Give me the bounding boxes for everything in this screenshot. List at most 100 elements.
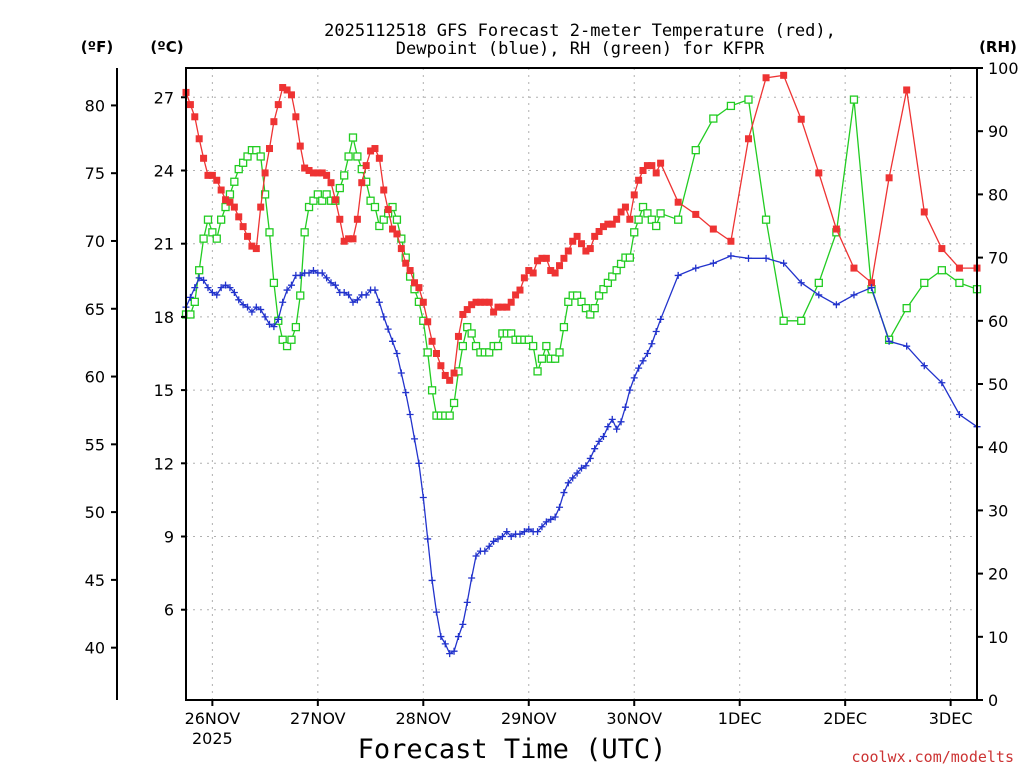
rh-point [230, 177, 239, 186]
dewpoint-point [340, 288, 348, 296]
celsius-tick-label: 18 [154, 308, 174, 327]
dewpoint-point [850, 291, 858, 299]
rh-point [260, 190, 270, 199]
rh-point [555, 348, 564, 357]
dewpoint-point [239, 301, 247, 309]
temperature-point [371, 145, 379, 153]
dewpoint-point [411, 435, 419, 443]
temperature-point [613, 215, 621, 223]
temperature-point [301, 164, 309, 172]
temperature-point [626, 215, 634, 223]
temperature-point [591, 232, 599, 240]
temperature-point [213, 176, 221, 184]
dewpoint-point [494, 535, 502, 543]
temperature-point [248, 242, 256, 250]
temperature-point [279, 84, 287, 92]
temperature-point [657, 159, 665, 167]
temperature-point [556, 262, 564, 270]
dewpoint-point [415, 459, 423, 467]
rh-point [564, 297, 573, 306]
rh-point [243, 152, 252, 161]
dewpoint-point [626, 386, 634, 394]
dewpoint-point [208, 288, 216, 296]
rh-point [217, 215, 226, 224]
dewpoint-point [226, 284, 234, 292]
temperature-point [415, 284, 423, 292]
temperature-point [200, 154, 208, 162]
rh-point [203, 215, 213, 224]
temperature-point [468, 301, 476, 309]
grid-lines [186, 68, 977, 700]
temperature-point [476, 298, 484, 306]
temperature-point [419, 298, 427, 306]
dewpoint-point [468, 574, 476, 582]
rh-point [572, 291, 582, 300]
rh-point [594, 291, 604, 300]
rh-point [577, 297, 586, 306]
temperature-point [450, 369, 458, 377]
rh-point [238, 158, 248, 167]
dewpoint-point [547, 515, 555, 523]
dewpoint-point [692, 264, 700, 272]
temperature-point [551, 269, 559, 277]
temperature-point [292, 113, 300, 121]
rh-point [586, 310, 595, 319]
dewpoint-point [362, 291, 370, 299]
dewpoint-point [762, 254, 770, 262]
temperature-point [217, 186, 225, 194]
rh-point [190, 297, 199, 306]
rh-point [195, 266, 204, 275]
dewpoint-point [450, 647, 458, 655]
temperature-point [270, 118, 278, 126]
dewpoint-point [274, 315, 282, 323]
dewpoint-point [309, 267, 317, 275]
temperature-point [283, 86, 291, 94]
temperature-point [648, 162, 656, 170]
temperature-point [441, 371, 449, 379]
dewpoint-point [257, 306, 265, 314]
dewpoint-point [885, 337, 893, 345]
rh-point [322, 190, 331, 199]
dewpoint-point [191, 284, 199, 292]
temperature-point [780, 71, 788, 79]
rh-point [366, 196, 375, 205]
temperature-point [380, 186, 388, 194]
temperature-point [481, 298, 489, 306]
rh-point [370, 202, 380, 212]
rh-point [348, 133, 358, 142]
dewpoint-point [520, 528, 528, 536]
dewpoint-point [815, 291, 823, 299]
rh-point [340, 171, 349, 180]
rh-point [647, 215, 656, 224]
temperature-point [384, 206, 392, 214]
dewpoint-point [244, 303, 252, 311]
dewpoint-point [556, 503, 564, 511]
chart-title-line-1: 2025112518 GFS Forecast 2-meter Temperat… [324, 21, 836, 41]
dewpoint-point [305, 269, 313, 277]
celsius-tick-label: 27 [154, 88, 174, 107]
celsius-tick-label: 15 [154, 381, 174, 400]
rh-point [559, 322, 569, 332]
temperature-point [362, 162, 370, 170]
rh-point [656, 209, 665, 218]
temperature-point [252, 245, 260, 253]
temperature-point [323, 171, 331, 179]
temperature-point [744, 135, 752, 143]
temperature-point [222, 196, 230, 204]
dewpoint-point [380, 313, 388, 321]
rh-point [300, 228, 309, 237]
temperature-point [635, 176, 643, 184]
temperature-point [208, 171, 216, 179]
rh-point [612, 266, 621, 275]
rh-point [221, 202, 230, 212]
dewpoint-point [643, 349, 651, 357]
rh-tick-label: 60 [988, 312, 1008, 331]
dewpoint-point [635, 364, 643, 372]
dewpoint-point [327, 279, 335, 287]
temperature-point [520, 274, 528, 282]
dewpoint-point [599, 432, 607, 440]
x-tick-label: 3DEC [929, 709, 973, 728]
rh-point [287, 335, 296, 344]
temperature-point [868, 279, 876, 287]
